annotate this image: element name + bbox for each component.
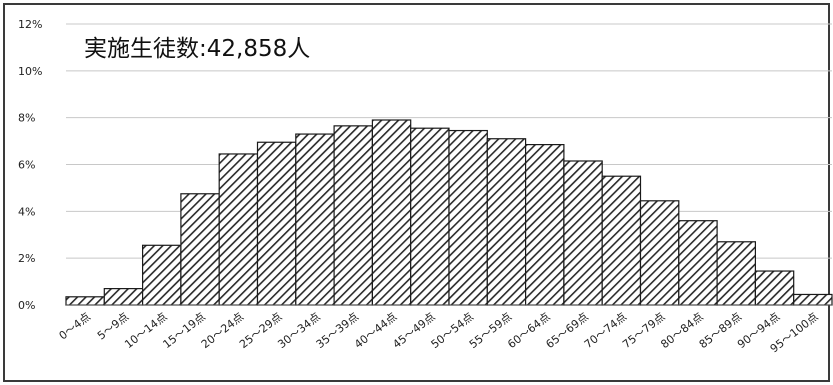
bars (65, 119, 833, 306)
chart-title: 実施生徒数:42,858人 (84, 36, 310, 62)
y-tick-label: 12% (18, 18, 42, 31)
bar (601, 175, 642, 306)
bar (256, 141, 297, 306)
y-tick-label: 2% (18, 252, 35, 265)
bar (371, 119, 412, 306)
bar (180, 193, 220, 306)
bar (793, 293, 833, 306)
y-tick-label: 6% (18, 159, 35, 172)
y-tick-label: 10% (18, 65, 42, 78)
bar (218, 153, 259, 306)
bar (448, 129, 488, 306)
bar (639, 200, 680, 306)
bar (410, 127, 450, 306)
y-axis-tick-labels: 0% 2% 4% 6% 8% 10% 12% (18, 18, 42, 312)
bar (754, 270, 795, 306)
bar (716, 241, 756, 306)
y-tick-label: 4% (18, 205, 35, 218)
bar (678, 220, 718, 306)
y-tick-label: 8% (18, 112, 35, 125)
bar (524, 144, 565, 306)
bar (142, 244, 182, 306)
y-tick-label: 0% (18, 299, 35, 312)
bar (333, 125, 374, 306)
bar (295, 133, 335, 306)
bar (103, 288, 144, 306)
bar (563, 160, 603, 306)
bar (486, 138, 527, 306)
bar (65, 296, 105, 306)
